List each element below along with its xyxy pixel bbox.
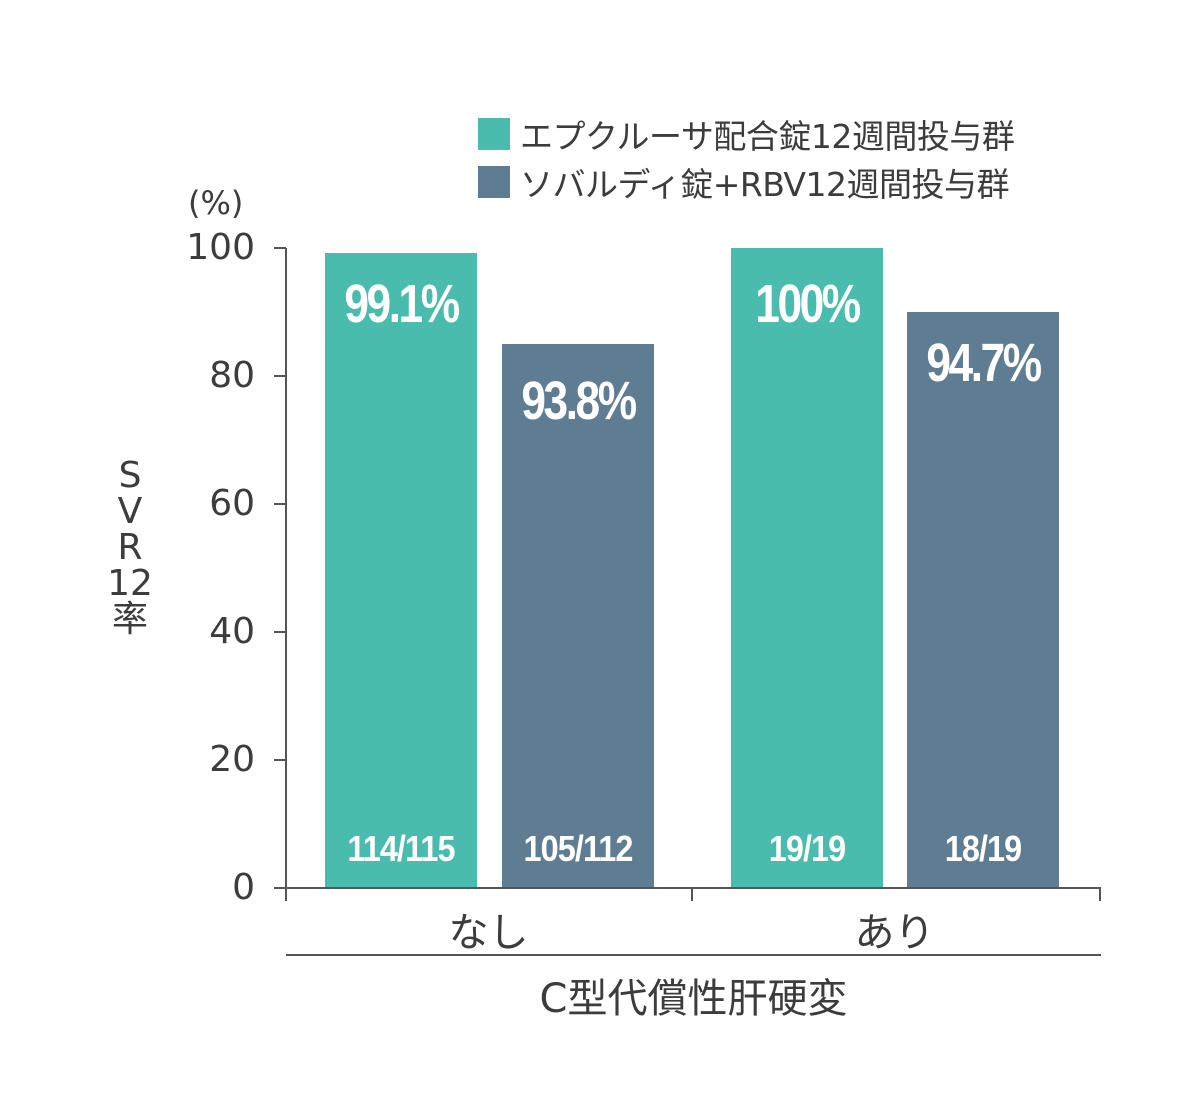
bar-sovaldi-nashi: 93.8% 105/112 <box>502 344 654 888</box>
y-axis-title: S V R 12 率 <box>100 458 160 638</box>
x-tick <box>285 888 287 901</box>
bar-count-label: 19/19 <box>768 828 846 869</box>
bar-value-label: 99.1% <box>344 274 460 334</box>
legend-swatch-slate <box>478 166 510 198</box>
bar-value-label: 93.8% <box>521 371 637 431</box>
y-title-char: 12 <box>107 563 153 604</box>
y-title-char: S <box>118 455 142 496</box>
x-tick <box>691 888 693 901</box>
bar-count-label: 105/112 <box>523 828 633 869</box>
x-axis-line <box>274 887 1101 889</box>
x-tick <box>1099 888 1101 901</box>
x-category-label-nashi: なし <box>448 910 529 956</box>
y-title-char: 率 <box>111 599 148 640</box>
group-bracket-line <box>286 954 1101 956</box>
y-tick <box>274 759 286 761</box>
y-tick-label: 20 <box>209 739 255 780</box>
bar-count-label: 18/19 <box>944 828 1022 869</box>
bar-epclusa-nashi: 99.1% 114/115 <box>325 253 477 888</box>
y-tick <box>274 631 286 633</box>
bar-epclusa-ari: 100% 19/19 <box>731 248 883 888</box>
y-tick-label: 60 <box>209 483 255 524</box>
y-tick-label: 40 <box>209 611 255 652</box>
y-tick-label: 0 <box>232 867 255 908</box>
y-title-char: R <box>117 527 143 568</box>
legend-item-epclusa: エプクルーサ配合錠12週間投与群 <box>478 114 1015 156</box>
bar-value-label: 94.7% <box>926 333 1042 393</box>
legend-item-sovaldi: ソバルディ錠+RBV12週間投与群 <box>478 162 1009 204</box>
y-axis-unit: (%) <box>188 184 244 222</box>
bar-value-label: 100% <box>755 274 861 334</box>
bar-count-label: 114/115 <box>347 828 455 869</box>
legend-label: ソバルディ錠+RBV12週間投与群 <box>520 165 1009 204</box>
y-tick <box>274 503 286 505</box>
y-tick <box>274 375 286 377</box>
y-title-char: V <box>117 491 143 532</box>
y-tick <box>274 247 286 249</box>
x-category-label-ari: あり <box>854 910 935 956</box>
legend-swatch-teal <box>478 118 510 150</box>
x-axis-title: C型代償性肝硬変 <box>539 976 848 1022</box>
y-axis-line <box>285 248 287 889</box>
y-tick-label: 80 <box>209 355 255 396</box>
legend-label: エプクルーサ配合錠12週間投与群 <box>520 117 1015 156</box>
y-tick-label: 100 <box>186 227 255 268</box>
bar-sovaldi-ari: 94.7% 18/19 <box>907 312 1059 888</box>
